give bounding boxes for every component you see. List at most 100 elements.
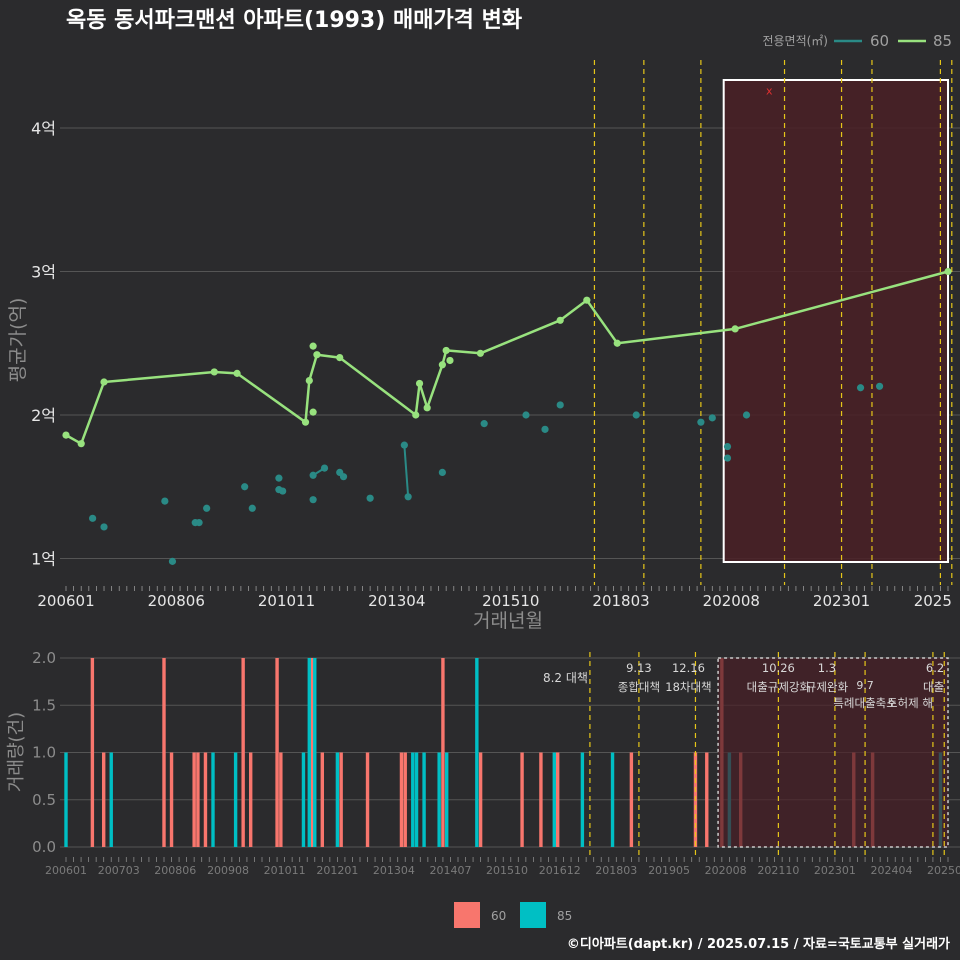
volume-bar	[610, 752, 615, 847]
volume-bar	[520, 752, 524, 847]
volume-bar	[169, 752, 174, 847]
volume-bar	[629, 752, 634, 847]
volume-y-tick-labels: 0.0 0.5 1.0 1.5 2.0	[32, 649, 56, 856]
volume-policy-lines	[589, 652, 945, 855]
price-y-axis-title: 평균가(억)	[7, 298, 29, 383]
series-60-point	[632, 411, 640, 419]
volume-bar	[162, 658, 166, 847]
volume-x-tick-label: 201612	[539, 864, 581, 877]
policy-label: 규제완화	[806, 680, 849, 694]
volume-bar	[444, 752, 449, 847]
series-60-point	[168, 557, 177, 565]
volume-x-tick-label: 202008	[705, 864, 747, 877]
series-60-segment	[403, 445, 410, 497]
volume-bar	[211, 752, 215, 847]
series-85-point	[309, 342, 317, 350]
series-60-point	[203, 504, 211, 512]
series-85-point	[583, 296, 591, 304]
series-60-point	[309, 496, 317, 504]
series-60-point	[875, 382, 884, 390]
price-x-tick-labels: 200601 200806 201011 201304 201510 201803 2020…	[37, 592, 952, 610]
volume-bar	[109, 752, 113, 847]
policy-labels: 8.2 대책 9.13 종합대책 12.16 18차대책 10.26 대출규제강화 1.3 규제…	[543, 661, 944, 710]
series-85-line	[62, 267, 952, 448]
series-85-point	[62, 431, 70, 439]
volume-x-tick-label: 202404	[870, 864, 912, 877]
volume-bar	[335, 752, 340, 847]
series-60-point	[742, 411, 751, 419]
price-y-tick-label: 3억	[31, 263, 56, 282]
volume-bar	[556, 752, 560, 847]
series-60-point	[541, 425, 549, 433]
policy-label: 특례대출축소	[833, 696, 896, 710]
series-60-point	[100, 523, 108, 531]
series-85-point	[438, 361, 446, 369]
volume-bar	[403, 752, 407, 847]
series-60-point	[89, 514, 97, 522]
series-85-point	[944, 267, 952, 276]
policy-date: 9.13	[626, 661, 652, 675]
volume-bar	[192, 752, 196, 847]
volume-bar	[399, 752, 404, 847]
price-legend-label-85: 85	[933, 32, 952, 50]
series-85-point	[309, 408, 317, 416]
volume-y-axis-title: 거래량(건)	[6, 712, 27, 792]
volume-x-tick-label: 202301	[814, 864, 856, 877]
volume-bar	[275, 658, 279, 847]
series-85-point	[556, 316, 564, 324]
volume-bar	[307, 658, 311, 847]
series-85-point	[336, 354, 344, 362]
price-x-tick-label: 202301	[813, 592, 870, 610]
volume-x-tick-label: 200908	[207, 864, 249, 877]
policy-label: 대출	[923, 680, 944, 694]
volume-x-tick-label: 201510	[486, 864, 528, 877]
volume-x-tick-label: 201011	[264, 864, 306, 877]
volume-bar	[320, 752, 325, 847]
volume-bar	[313, 658, 317, 847]
volume-bar	[241, 658, 245, 847]
volume-legend: 60 85	[454, 902, 572, 928]
policy-label: 8.2 대책	[543, 670, 588, 685]
volume-bar	[233, 752, 238, 847]
volume-bar	[411, 752, 415, 847]
series-85-point	[476, 349, 484, 357]
series-85-line	[65, 270, 949, 445]
volume-x-tick-labels: 200601 200703 200806 200908 201011 201201 2013…	[45, 864, 960, 877]
volume-highlight-box	[717, 657, 949, 848]
price-highlight-box	[722, 79, 950, 563]
price-legend: 전용면적(㎡) 60 85	[762, 32, 952, 50]
price-x-minor-ticks	[65, 586, 949, 591]
series-60-point	[556, 401, 564, 409]
volume-bar	[203, 752, 208, 847]
volume-bar	[301, 752, 306, 847]
volume-x-tick-label: 201407	[429, 864, 471, 877]
series-60-point	[248, 504, 256, 512]
volume-x-tick-label: 202110	[757, 864, 799, 877]
volume-bar	[64, 752, 68, 847]
volume-bar	[248, 752, 253, 847]
volume-x-tick-label: 200703	[98, 864, 140, 877]
price-x-tick-label: 200806	[148, 592, 205, 610]
series-85-point	[731, 325, 739, 333]
series-60-point	[438, 468, 446, 476]
series-60-points	[89, 382, 884, 565]
series-85-point	[100, 378, 108, 386]
series-85-point	[415, 379, 424, 388]
volume-x-tick-label: 201304	[373, 864, 415, 877]
volume-x-tick-label: 201201	[316, 864, 358, 877]
volume-y-tick-label: 0.0	[32, 838, 56, 856]
series-85-point	[442, 346, 450, 355]
volume-bar	[279, 752, 283, 847]
series-85-point	[233, 369, 241, 377]
volume-y-tick-label: 0.5	[32, 791, 56, 809]
price-x-tick-label: 202008	[703, 592, 760, 610]
price-y-tick-label: 1억	[31, 550, 56, 569]
series-85-point	[210, 368, 218, 376]
series-85-point	[613, 339, 621, 347]
volume-bar	[475, 658, 479, 847]
series-60-point	[480, 420, 488, 428]
policy-label: 대출규제강화	[747, 680, 811, 694]
policy-date: 12.16	[672, 661, 705, 675]
series-60-point	[723, 442, 732, 451]
price-y-tick-label: 4억	[31, 119, 56, 138]
